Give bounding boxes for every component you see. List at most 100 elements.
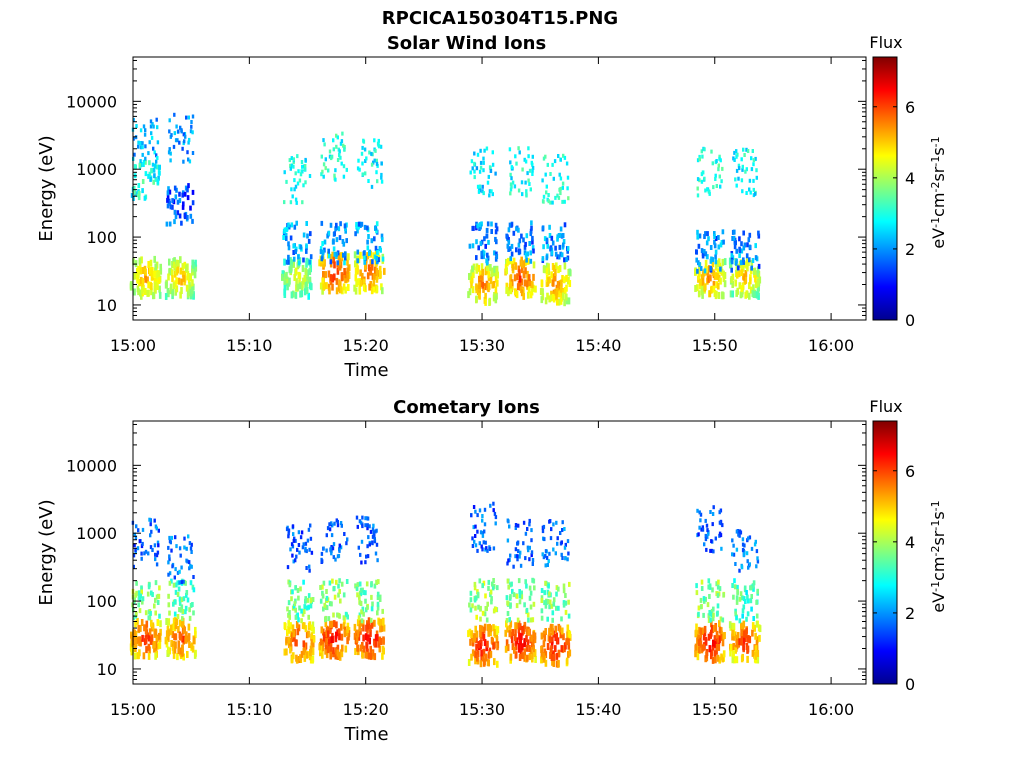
spectrogram-cell xyxy=(552,176,555,181)
spectrogram-cell xyxy=(474,625,477,633)
spectrogram-cell xyxy=(380,283,383,291)
spectrogram-cell xyxy=(552,289,556,297)
spectrogram-cell xyxy=(194,259,197,267)
colorbar-tick-label: 0 xyxy=(905,675,915,694)
spectrogram-cell xyxy=(740,565,744,570)
spectrogram-cell xyxy=(534,656,537,663)
spectrogram-cell xyxy=(376,558,379,563)
spectrogram-cell xyxy=(548,519,551,524)
spectrogram-cell xyxy=(704,533,707,538)
spectrogram-cell xyxy=(290,222,294,228)
spectrogram-cell xyxy=(480,625,484,633)
spectrogram-cell xyxy=(510,243,514,249)
spectrogram-cell xyxy=(749,598,753,604)
spectrogram-cell xyxy=(296,588,300,593)
spectrogram-cell xyxy=(751,149,754,153)
spectrogram-cell xyxy=(296,181,300,186)
spectrogram-cell xyxy=(699,640,703,648)
spectrogram-cell xyxy=(325,548,328,553)
spectrogram-cell xyxy=(294,171,297,176)
spectrogram-cell xyxy=(299,290,302,298)
spectrogram-cell xyxy=(343,268,346,275)
spectrogram-cell xyxy=(141,141,144,146)
spectrogram-cell xyxy=(178,580,181,585)
spectrogram-cell xyxy=(710,652,713,660)
spectrogram-cell xyxy=(496,660,499,668)
spectrogram-cell xyxy=(714,177,717,181)
spectrogram-cell xyxy=(752,162,755,167)
spectrogram-cell xyxy=(167,273,170,281)
spectrogram-cell xyxy=(492,642,495,650)
spectrogram-cell xyxy=(731,538,734,543)
spectrogram-cell xyxy=(167,602,171,608)
spectrogram-cell xyxy=(375,267,379,275)
spectrogram-cell xyxy=(359,552,362,557)
spectrogram-cell xyxy=(179,647,182,655)
spectrogram-cell xyxy=(335,222,338,228)
spectrogram-cell xyxy=(707,633,711,641)
spectrogram-cell xyxy=(740,157,743,162)
spectrogram-cell xyxy=(369,617,373,623)
spectrogram-cell xyxy=(555,652,559,660)
spectrogram-cell xyxy=(540,632,544,640)
spectrogram-cell xyxy=(749,286,753,294)
spectrogram-cell xyxy=(156,550,160,555)
spectrogram-cell xyxy=(168,571,172,576)
spectrogram-cell xyxy=(321,277,324,285)
spectrogram-cell xyxy=(173,209,177,215)
spectrogram-cell xyxy=(554,645,557,653)
spectrogram-cell xyxy=(361,172,364,177)
spectrogram-cell xyxy=(741,537,745,542)
spectrogram-cell xyxy=(146,289,149,297)
spectrogram-cell xyxy=(526,639,530,647)
spectrogram-cell xyxy=(138,539,141,544)
spectrogram-cell xyxy=(507,558,510,563)
spectrogram-cell xyxy=(346,625,349,633)
spectrogram-cell xyxy=(362,278,366,286)
spectrogram-cell xyxy=(738,166,741,171)
spectrogram-cell xyxy=(332,620,336,628)
spectrogram-cell xyxy=(330,521,333,526)
spectrogram-cell xyxy=(140,256,143,264)
spectrogram-cell xyxy=(716,603,720,609)
spectrogram-cell xyxy=(295,554,298,559)
spectrogram-cell xyxy=(311,640,315,648)
spectrogram-cell xyxy=(731,290,734,298)
spectrogram-cell xyxy=(281,273,284,281)
spectrogram-cell xyxy=(507,239,511,245)
spectrogram-cell xyxy=(376,250,379,255)
spectrogram-cell xyxy=(137,265,140,273)
spectrogram-cell xyxy=(517,265,521,273)
spectrogram-cell xyxy=(290,264,293,272)
colorbar-tick-label: 6 xyxy=(905,462,915,481)
spectrogram-cell xyxy=(156,642,160,650)
spectrogram-cell xyxy=(338,578,341,584)
spectrogram-cell xyxy=(473,161,476,166)
spectrogram-cell xyxy=(347,284,350,291)
spectrogram-cell xyxy=(298,282,302,290)
spectrogram-cell xyxy=(334,647,338,655)
spectrogram-cell xyxy=(705,523,709,528)
spectrogram-cell xyxy=(560,540,563,545)
spectrogram-cell xyxy=(509,287,513,295)
spectrogram-cell xyxy=(338,149,341,154)
spectrogram-cell xyxy=(758,276,762,284)
spectrogram-cell xyxy=(742,147,745,152)
spectrogram-cell xyxy=(546,616,549,622)
spectrogram-cell xyxy=(738,596,742,602)
spectrogram-cell xyxy=(284,623,287,631)
spectrogram-cell xyxy=(377,138,380,143)
spectrogram-cell xyxy=(297,543,301,547)
spectrogram-cell xyxy=(174,567,177,572)
spectrogram-cell xyxy=(292,243,295,249)
spectrogram-cell xyxy=(748,292,751,300)
spectrogram-cell xyxy=(504,629,507,637)
spectrogram-cell xyxy=(153,163,157,169)
spectrogram-cell xyxy=(495,267,499,275)
spectrogram-cell xyxy=(721,166,724,171)
spectrogram-cell xyxy=(545,184,548,189)
spectrogram-cell xyxy=(754,632,757,640)
spectrogram-cell xyxy=(193,271,197,279)
spectrogram-cell xyxy=(518,249,522,255)
spectrogram-cell xyxy=(175,124,178,129)
